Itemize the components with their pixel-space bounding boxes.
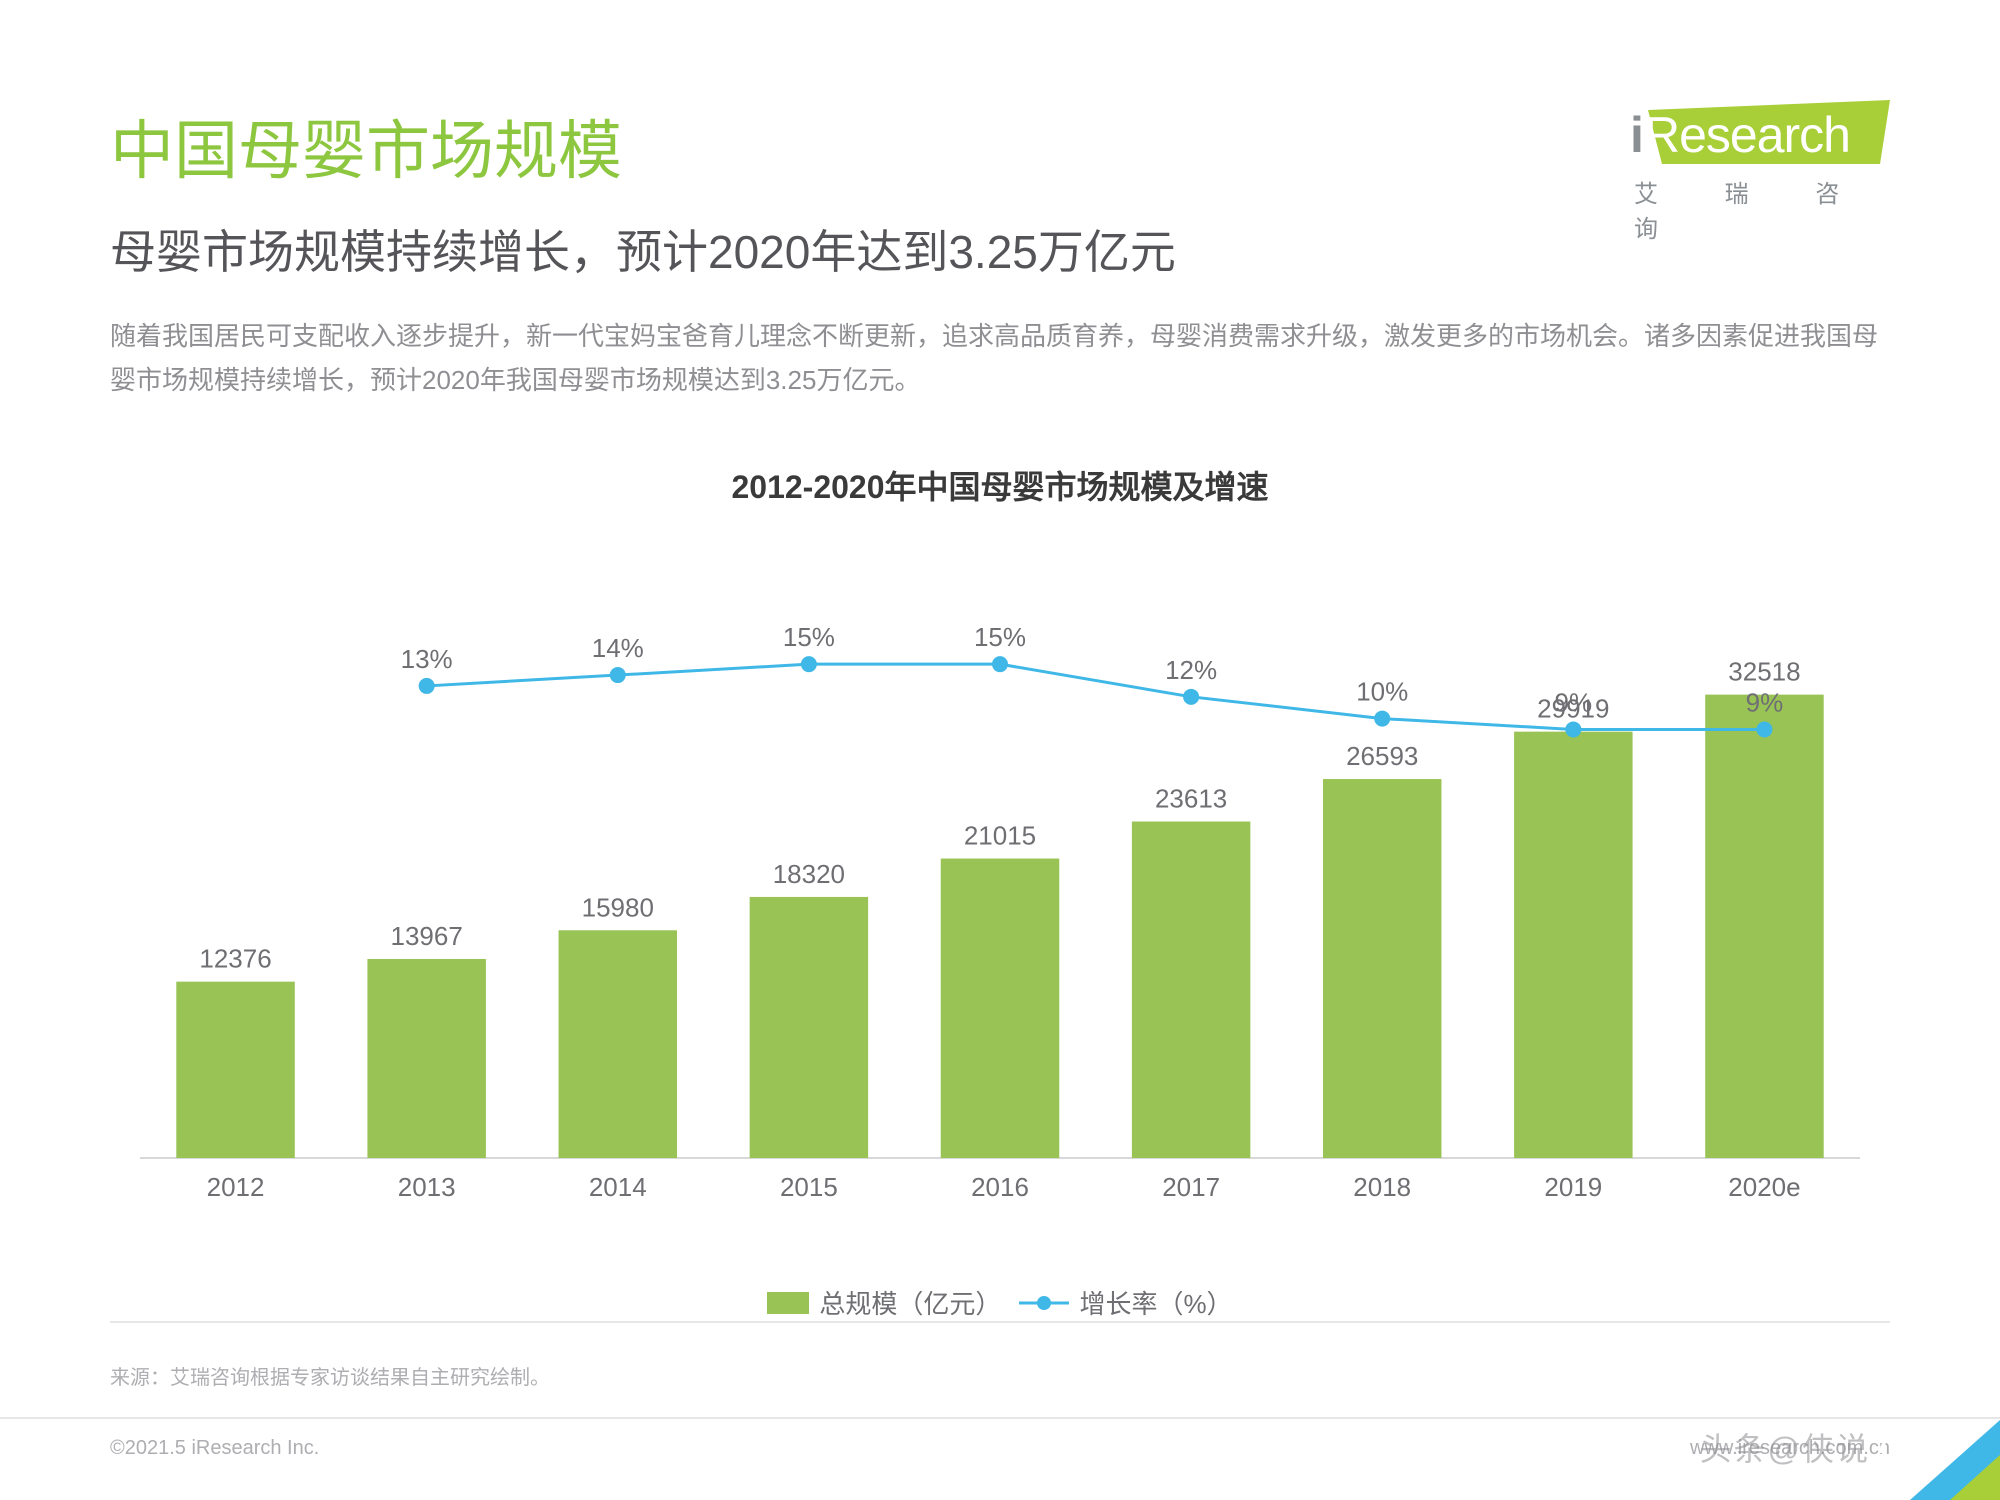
bar bbox=[367, 959, 485, 1158]
chart-title: 2012-2020年中国母婴市场规模及增速 bbox=[110, 462, 1890, 508]
x-axis-label: 2013 bbox=[398, 1172, 456, 1202]
page-subtitle: 母婴市场规模持续增长，预计2020年达到3.25万亿元 bbox=[110, 216, 1890, 282]
line-marker bbox=[1183, 689, 1199, 705]
line-marker bbox=[1756, 722, 1772, 738]
legend-bar-label: 总规模（亿元） bbox=[819, 1284, 1001, 1321]
slide: i Research 艾 瑞 咨 询 中国母婴市场规模 母婴市场规模持续增长，预… bbox=[0, 0, 2000, 1500]
x-axis-label: 2016 bbox=[971, 1172, 1029, 1202]
bar bbox=[1323, 779, 1441, 1158]
line-value-label: 9% bbox=[1555, 688, 1593, 718]
x-axis-label: 2018 bbox=[1353, 1172, 1411, 1202]
page-number: 7 bbox=[1876, 1429, 1890, 1460]
bar bbox=[176, 982, 294, 1158]
bar-value-label: 21015 bbox=[964, 821, 1036, 851]
bar-value-label: 12376 bbox=[199, 944, 271, 974]
source-divider bbox=[110, 1321, 1890, 1323]
line-value-label: 13% bbox=[401, 644, 453, 674]
line-value-label: 15% bbox=[974, 623, 1026, 653]
legend-line-label: 增长率（%） bbox=[1079, 1284, 1232, 1321]
line-marker bbox=[801, 657, 817, 673]
line-marker bbox=[610, 667, 626, 683]
source-note: 来源：艾瑞咨询根据专家访谈结果自主研究绘制。 bbox=[110, 1361, 550, 1390]
bar-value-label: 18320 bbox=[773, 859, 845, 889]
line-marker bbox=[1374, 711, 1390, 727]
bar bbox=[1514, 732, 1632, 1158]
logo-i: i bbox=[1630, 106, 1644, 164]
x-axis-label: 2012 bbox=[207, 1172, 265, 1202]
x-axis-label: 2015 bbox=[780, 1172, 838, 1202]
line-value-label: 10% bbox=[1356, 677, 1408, 707]
bar-value-label: 32518 bbox=[1728, 657, 1800, 687]
legend-bar-swatch bbox=[767, 1292, 809, 1314]
bar bbox=[750, 897, 868, 1158]
line-value-label: 12% bbox=[1165, 655, 1217, 685]
line-marker bbox=[992, 657, 1008, 673]
logo-box: i Research bbox=[1630, 100, 1890, 168]
corner-decoration bbox=[1880, 1410, 2000, 1500]
x-axis-label: 2020e bbox=[1728, 1172, 1800, 1202]
line-marker bbox=[419, 678, 435, 694]
chart-container: 12376 2012 13967 2013 15980 2014 18320 2015 2101… bbox=[110, 538, 1890, 1278]
chart-svg: 12376 2012 13967 2013 15980 2014 18320 2015 2101… bbox=[110, 538, 1890, 1218]
line-value-label: 9% bbox=[1746, 688, 1784, 718]
bar-value-label: 15980 bbox=[582, 893, 654, 923]
logo-research: Research bbox=[1644, 106, 1850, 164]
page-description: 随着我国居民可支配收入逐步提升，新一代宝妈宝爸育儿理念不断更新，追求高品质育养，… bbox=[110, 314, 1890, 402]
bar bbox=[1705, 695, 1823, 1158]
legend-line-swatch bbox=[1019, 1293, 1069, 1313]
bar-value-label: 23613 bbox=[1155, 784, 1227, 814]
logo: i Research 艾 瑞 咨 询 bbox=[1630, 100, 1890, 244]
bar-value-label: 26593 bbox=[1346, 741, 1418, 771]
logo-cn: 艾 瑞 咨 询 bbox=[1630, 174, 1890, 244]
footer-copyright: ©2021.5 iResearch Inc. bbox=[110, 1437, 319, 1460]
legend-line: 增长率（%） bbox=[1019, 1284, 1232, 1321]
page-title: 中国母婴市场规模 bbox=[110, 100, 1890, 192]
line-value-label: 14% bbox=[592, 633, 644, 663]
bar bbox=[559, 931, 677, 1159]
bar-value-label: 13967 bbox=[391, 921, 463, 951]
x-axis-label: 2017 bbox=[1162, 1172, 1220, 1202]
bar bbox=[1132, 822, 1250, 1158]
line-value-label: 15% bbox=[783, 623, 835, 653]
watermark: 头条@侠说 bbox=[1700, 1424, 1871, 1470]
x-axis-label: 2019 bbox=[1544, 1172, 1602, 1202]
legend-bar: 总规模（亿元） bbox=[767, 1284, 1001, 1321]
chart-legend: 总规模（亿元） 增长率（%） bbox=[110, 1284, 1890, 1321]
line-marker bbox=[1565, 722, 1581, 738]
bar bbox=[941, 859, 1059, 1158]
x-axis-label: 2014 bbox=[589, 1172, 647, 1202]
